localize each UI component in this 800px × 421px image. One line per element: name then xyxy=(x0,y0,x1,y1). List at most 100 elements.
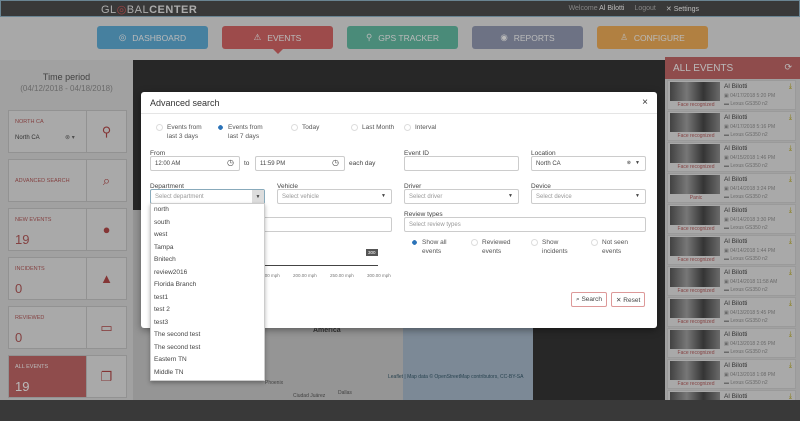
main-nav: ◎ DASHBOARD ⚠ EVENTS ⚲ GPS TRACKER ◉ REPORTS ♙ CO… xyxy=(97,26,708,54)
speed-tick: 150.00 mph xyxy=(256,273,280,278)
period-radio[interactable]: Events from last 3 days xyxy=(156,123,204,141)
clock-icon: ◷ xyxy=(332,158,339,167)
to-time-input[interactable]: 11:59 PM ◷ xyxy=(255,156,345,171)
events-panel-title: ALL EVENTS xyxy=(673,63,734,74)
refresh-icon[interactable]: ⟳ xyxy=(784,62,792,72)
location-select[interactable]: North CA ⊗ ▼ xyxy=(531,156,646,171)
department-select[interactable]: Select department ▼ xyxy=(150,189,265,204)
advanced-search-card[interactable]: ADVANCED SEARCH ⌕ xyxy=(8,159,127,202)
search-button[interactable]: ⌕ Search xyxy=(571,292,608,307)
speed-slider-handle-badge[interactable]: 300 xyxy=(366,249,378,256)
download-icon[interactable]: ⤓ xyxy=(788,83,792,90)
event-thumbnail[interactable] xyxy=(670,82,720,101)
event-thumbnail[interactable] xyxy=(670,144,720,163)
department-option[interactable]: west xyxy=(154,231,168,238)
download-icon[interactable]: ⤓ xyxy=(788,238,792,245)
event-thumbnail[interactable] xyxy=(670,206,720,225)
department-option[interactable]: test3 xyxy=(154,318,169,326)
event-thumbnail[interactable] xyxy=(670,361,720,380)
settings-link[interactable]: ✕ Settings xyxy=(665,6,699,13)
department-option[interactable]: The second test xyxy=(154,331,201,338)
period-radio[interactable]: Today xyxy=(291,123,339,132)
location-card[interactable]: NORTH CA North CA ⊗ ▾ ⚲ xyxy=(8,110,127,153)
download-icon[interactable]: ⤓ xyxy=(788,207,792,214)
download-icon[interactable]: ⤓ xyxy=(788,331,792,338)
event-item[interactable]: Al Bilotti ⤓ xyxy=(667,390,796,400)
review-radio[interactable]: Reviewed events xyxy=(471,238,523,256)
download-icon[interactable]: ⤓ xyxy=(788,393,792,400)
logout-link[interactable]: Logout xyxy=(634,5,656,12)
period-radio[interactable]: Interval xyxy=(404,123,452,132)
department-option[interactable]: Tampa xyxy=(154,243,174,251)
department-option[interactable]: test1 xyxy=(154,293,169,301)
event-thumbnail[interactable] xyxy=(670,237,720,256)
event-item[interactable]: Face recognized Al Bilotti ▣ 04/14/2018 3:… xyxy=(667,204,796,234)
event-thumbnail[interactable] xyxy=(670,268,720,287)
nav-gps-tracker[interactable]: ⚲ GPS TRACKER xyxy=(347,26,458,49)
new-events-card[interactable]: NEW EVENTS 19 ● xyxy=(8,208,127,251)
event-thumbnail[interactable] xyxy=(670,175,720,194)
event-thumbnail[interactable] xyxy=(670,330,720,349)
location-label: Location xyxy=(531,150,556,157)
left-panel: Time period (04/12/2018 - 04/18/2018) NOR… xyxy=(0,60,133,400)
map-pin-icon: ⚲ xyxy=(86,111,126,152)
department-option[interactable]: Florida Branch xyxy=(154,281,197,288)
chevron-down-icon: ▼ xyxy=(635,160,640,166)
period-radio[interactable]: Last Month xyxy=(351,123,399,132)
download-icon[interactable]: ⤓ xyxy=(788,145,792,152)
event-item[interactable]: Face recognized Al Bilotti ▣ 04/13/2018 2:… xyxy=(667,328,796,358)
download-icon[interactable]: ⤓ xyxy=(788,269,792,276)
device-select[interactable]: Select device ▼ xyxy=(531,189,646,204)
download-icon[interactable]: ⤓ xyxy=(788,362,792,369)
department-option[interactable]: Bnitech xyxy=(154,256,176,263)
close-icon[interactable]: × xyxy=(642,97,648,108)
all-events-card[interactable]: ALL EVENTS 19 ❐ xyxy=(8,355,127,398)
event-item[interactable]: Face recognized Al Bilotti ▣ 04/15/2018 1:… xyxy=(667,142,796,172)
incidents-card[interactable]: INCIDENTS 0 ▲ xyxy=(8,257,127,300)
close-icon: ✕ xyxy=(616,297,624,304)
department-option[interactable]: north xyxy=(154,206,169,213)
nav-dashboard[interactable]: ◎ DASHBOARD xyxy=(97,26,208,49)
event-id-input[interactable] xyxy=(404,156,519,171)
event-item[interactable]: Panic Al Bilotti ▣ 04/14/2018 3:24 PM ▬ Lex… xyxy=(667,173,796,203)
event-item[interactable]: Face recognized Al Bilotti ▣ 04/13/2018 1:… xyxy=(667,359,796,389)
event-item[interactable]: Face recognized Al Bilotti ▣ 04/14/2018 1:… xyxy=(667,235,796,265)
review-radio[interactable]: Not seen events xyxy=(591,238,643,256)
logo: GL◎BALCENTER xyxy=(101,4,198,16)
department-option[interactable]: Eastern TN xyxy=(154,356,187,363)
event-thumbnail[interactable] xyxy=(670,392,720,400)
search-icon: ⌕ xyxy=(86,160,126,201)
from-time-input[interactable]: 12:00 AM ◷ xyxy=(150,156,240,171)
event-item[interactable]: Face recognized Al Bilotti ▣ 04/17/2018 5:… xyxy=(667,111,796,141)
review-radio[interactable]: Show all events xyxy=(411,238,463,256)
reviewed-card[interactable]: REVIEWED 0 ▭ xyxy=(8,306,127,349)
event-item[interactable]: Face recognized Al Bilotti ▣ 04/13/2018 5:… xyxy=(667,297,796,327)
nav-configure[interactable]: ♙ CONFIGURE xyxy=(597,26,708,49)
location-select[interactable]: North CA xyxy=(15,135,40,141)
download-icon[interactable]: ⤓ xyxy=(788,300,792,307)
download-icon[interactable]: ⤓ xyxy=(788,114,792,121)
nav-events[interactable]: ⚠ EVENTS xyxy=(222,26,333,54)
event-id-label: Event ID xyxy=(404,150,429,157)
period-radio[interactable]: Events from last 7 days xyxy=(217,123,265,141)
event-item[interactable]: Face recognized Al Bilotti ▣ 04/14/2018 11… xyxy=(667,266,796,296)
department-option[interactable]: south xyxy=(154,218,170,226)
reset-button[interactable]: ✕ Reset xyxy=(611,292,646,307)
driver-select[interactable]: Select driver ▼ xyxy=(404,189,519,204)
map-attribution[interactable]: Leaflet | Map data © OpenStreetMap contr… xyxy=(388,374,524,380)
review-radio[interactable]: Show incidents xyxy=(531,238,583,256)
nav-reports[interactable]: ◉ REPORTS xyxy=(472,26,583,49)
department-option[interactable]: review2016 xyxy=(154,268,188,276)
vehicle-select[interactable]: Select vehicle ▼ xyxy=(277,189,392,204)
device-label: Device xyxy=(531,183,551,190)
folders-icon: ❐ xyxy=(86,356,126,397)
department-option[interactable]: Middle TN xyxy=(154,368,184,376)
department-option[interactable]: test 2 xyxy=(154,306,170,313)
event-item[interactable]: Face recognized Al Bilotti ▣ 04/17/2018 5:… xyxy=(667,80,796,110)
department-option[interactable]: The second test xyxy=(154,343,201,351)
event-thumbnail[interactable] xyxy=(670,113,720,132)
review-types-label: Review types xyxy=(404,211,443,218)
event-thumbnail[interactable] xyxy=(670,299,720,318)
download-icon[interactable]: ⤓ xyxy=(788,176,792,183)
review-types-select[interactable]: Select review types xyxy=(404,217,646,232)
